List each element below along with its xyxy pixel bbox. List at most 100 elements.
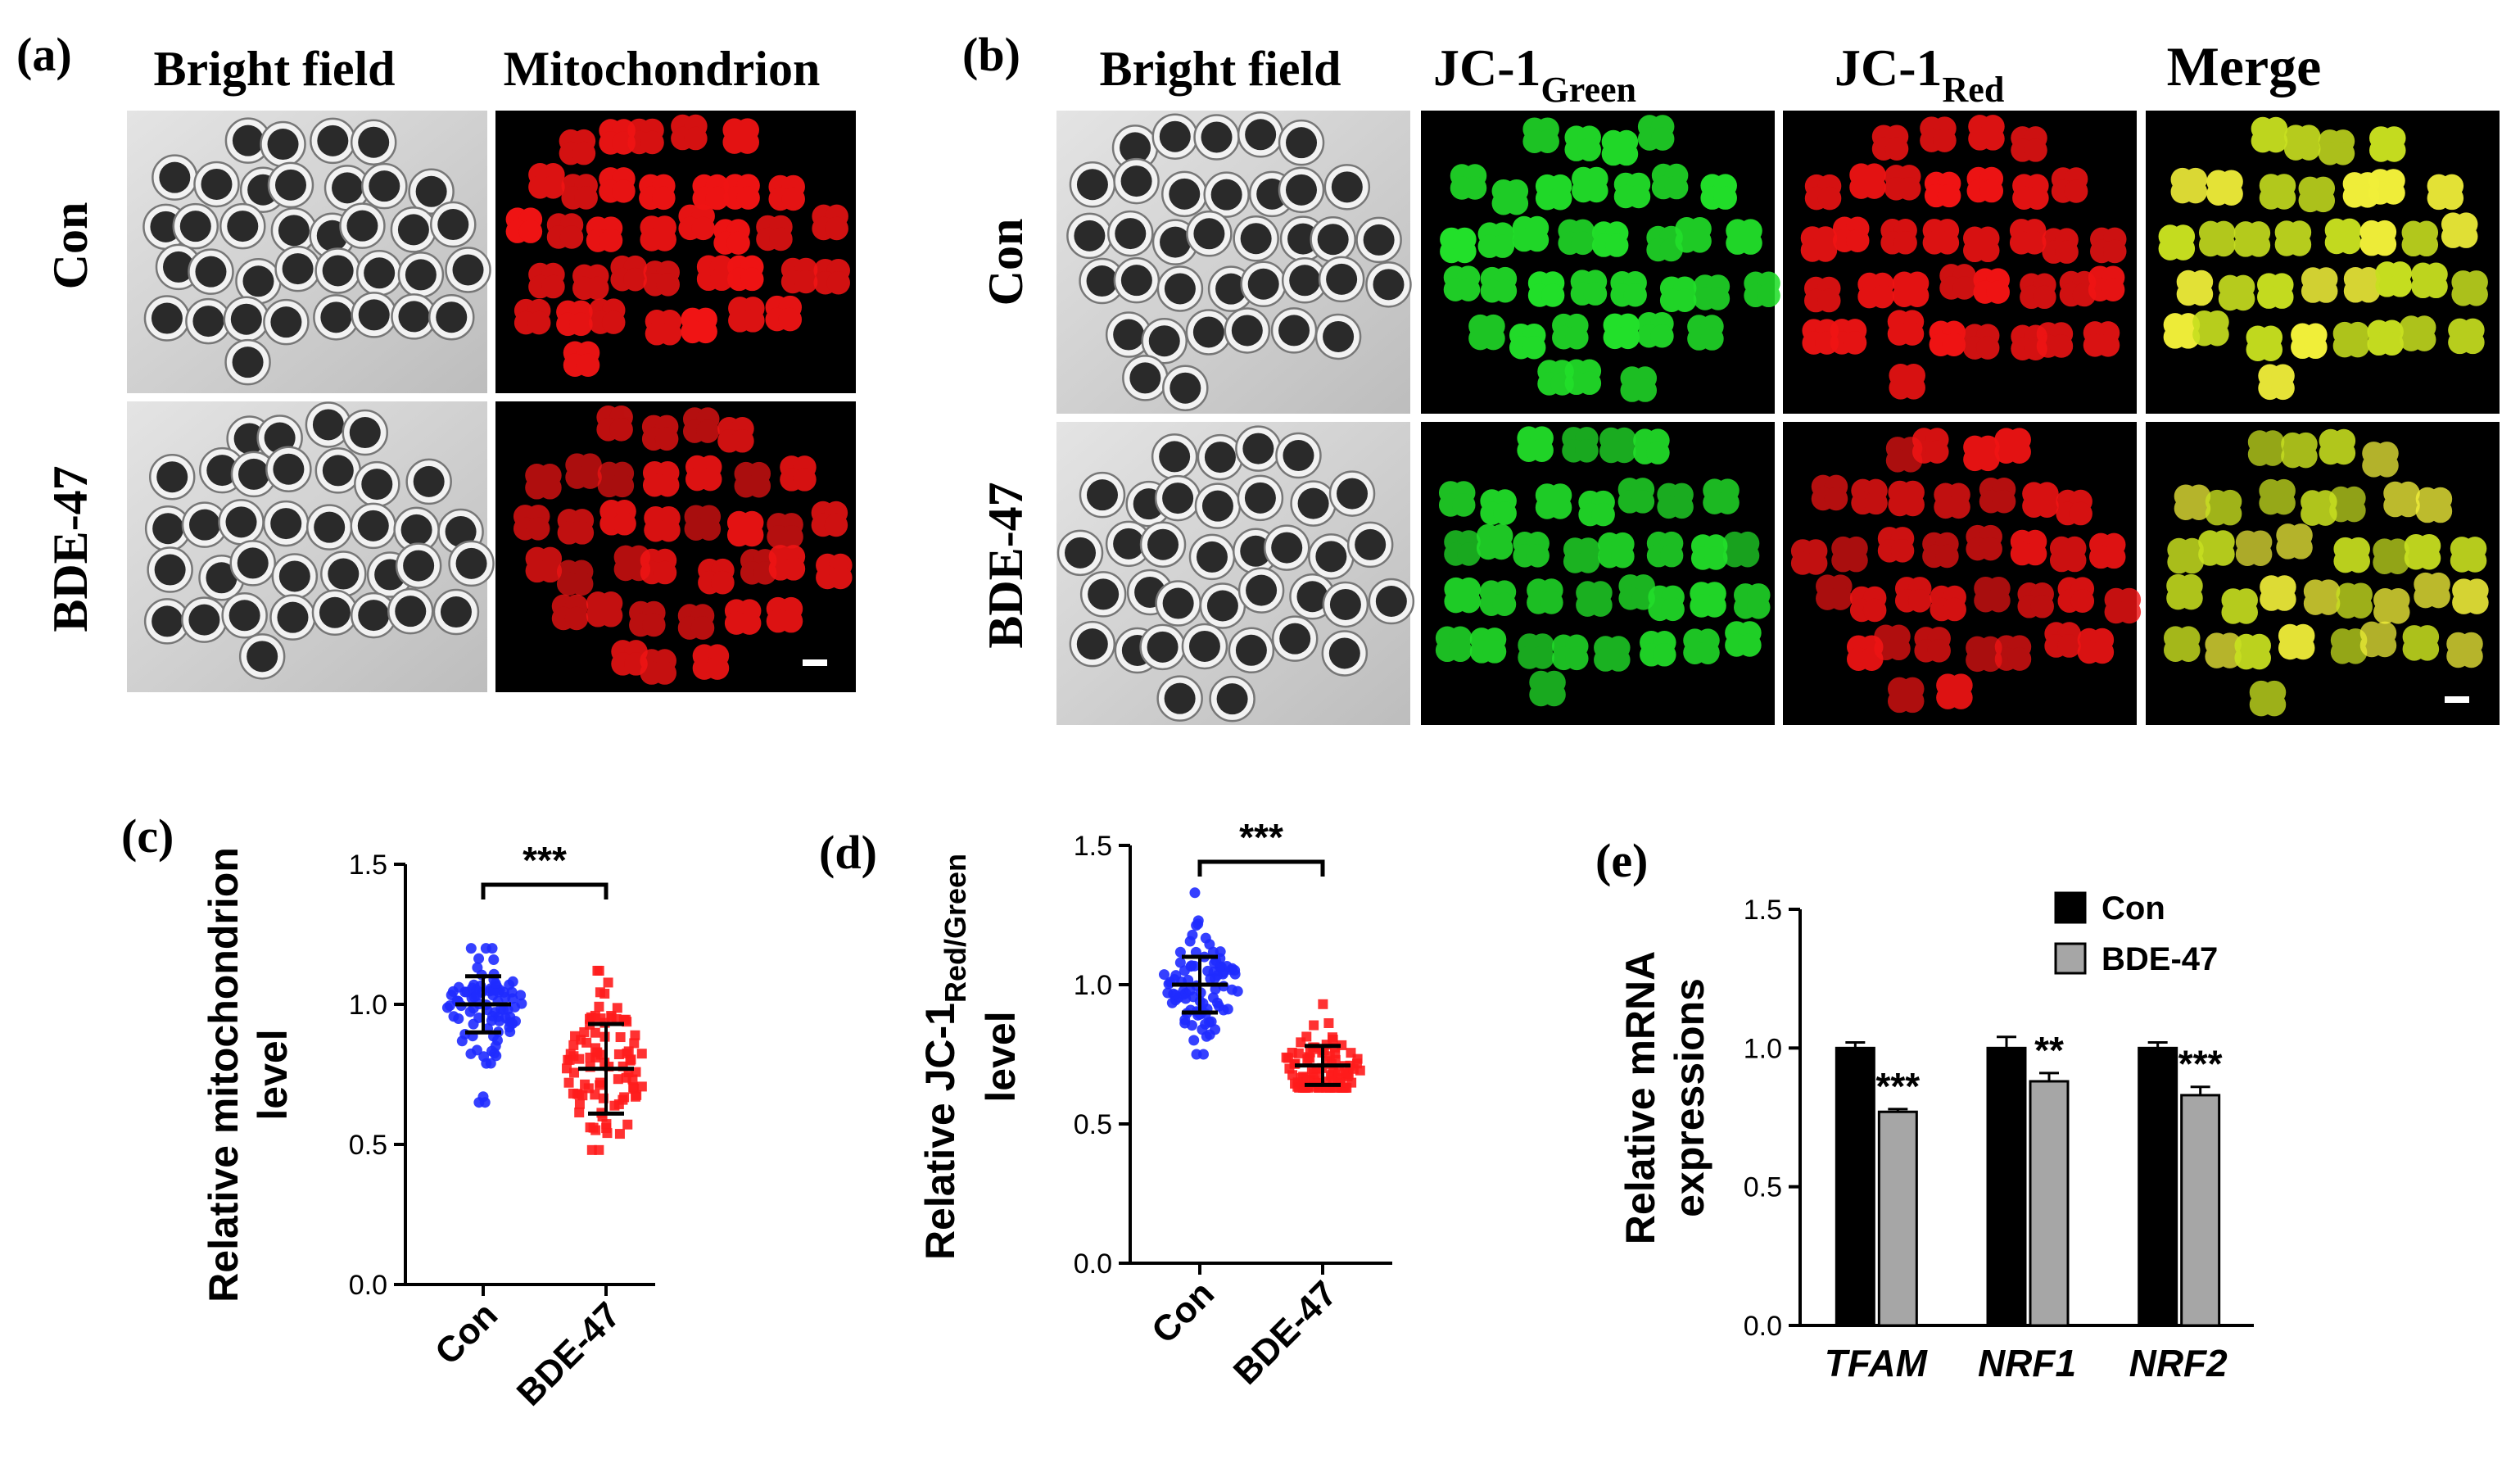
fluorescent-embryo bbox=[2359, 220, 2397, 256]
significance-bracket bbox=[481, 882, 609, 899]
fluorescent-embryo bbox=[2020, 273, 2056, 310]
fluorescent-embryo bbox=[2247, 430, 2285, 466]
fluorescent-embryo bbox=[765, 295, 803, 332]
fluorescent-embryo bbox=[2368, 169, 2405, 205]
embryo-core bbox=[1065, 537, 1097, 569]
panel-d: (d) 0.0 0.5 1.0 1.5 Con BDE-47 *** Relative JC-… bbox=[819, 816, 1392, 1393]
panel-a-col-mito: Mitochondrion bbox=[504, 42, 821, 96]
fluorescent-embryo bbox=[1885, 437, 1923, 473]
fluorescent-embryo bbox=[640, 215, 676, 251]
embryo-core bbox=[400, 514, 432, 546]
embryo-core bbox=[228, 600, 260, 632]
panel-d-tag: (d) bbox=[819, 826, 877, 879]
data-point bbox=[629, 1038, 640, 1049]
fluorescent-embryo bbox=[640, 649, 676, 685]
fluorescent-embryo bbox=[2259, 478, 2296, 515]
fluorescent-embryo bbox=[525, 546, 563, 583]
panel-b-bde-merge bbox=[2146, 422, 2500, 725]
fluorescent-embryo bbox=[2303, 579, 2341, 615]
data-point bbox=[590, 1027, 600, 1038]
data-point bbox=[1197, 1049, 1209, 1060]
fluorescent-embryo bbox=[780, 257, 818, 294]
y-tick-label: 0.5 bbox=[1074, 1109, 1112, 1140]
fluorescent-embryo bbox=[1974, 576, 2011, 613]
fluorescent-embryo bbox=[2206, 170, 2243, 206]
fluorescent-embryo bbox=[2051, 167, 2088, 203]
embryo-core bbox=[1147, 631, 1179, 663]
fluorescent-embryo bbox=[2088, 532, 2126, 569]
data-point bbox=[490, 977, 501, 989]
y-axis-label: Relative mRNAexpressions bbox=[1617, 951, 1712, 1244]
data-point bbox=[622, 1048, 632, 1058]
significance-label: *** bbox=[1239, 816, 1283, 859]
fluorescent-embryo bbox=[572, 264, 609, 301]
embryo-core bbox=[154, 554, 186, 586]
fluorescent-embryo bbox=[1646, 531, 1684, 568]
fluorescent-embryo bbox=[1871, 125, 1909, 161]
embryo-core bbox=[361, 469, 393, 501]
fluorescent-embryo bbox=[596, 406, 633, 442]
fluorescent-embryo bbox=[1887, 677, 1925, 714]
fluorescent-embryo bbox=[2441, 212, 2478, 248]
fluorescent-embryo bbox=[1491, 179, 1529, 215]
embryo-core bbox=[319, 596, 351, 628]
fluorescent-embryo bbox=[1444, 530, 1481, 566]
fluorescent-embryo bbox=[811, 501, 848, 537]
fluorescent-embryo bbox=[563, 341, 600, 378]
fluorescent-embryo bbox=[588, 298, 626, 334]
fluorescent-embryo bbox=[682, 407, 720, 443]
data-point bbox=[465, 1048, 477, 1059]
embryo-core bbox=[364, 257, 396, 289]
fluorescent-embryo bbox=[561, 174, 598, 210]
fluorescent-embryo bbox=[2083, 321, 2120, 357]
embryo-core bbox=[1317, 224, 1349, 256]
fluorescent-embryo bbox=[1513, 532, 1550, 568]
fluorescent-embryo bbox=[692, 174, 729, 211]
fluorescent-embryo bbox=[678, 204, 715, 241]
fluorescent-embryo bbox=[610, 255, 647, 292]
embryo-core bbox=[1285, 174, 1317, 206]
embryo-core bbox=[1076, 169, 1108, 201]
fluorescent-embryo bbox=[559, 129, 596, 165]
fluorescent-embryo bbox=[1892, 271, 1930, 308]
fluorescent-embryo bbox=[2452, 578, 2489, 614]
fluorescent-embryo bbox=[2056, 489, 2092, 526]
fluorescent-embryo bbox=[1939, 264, 1976, 300]
fluorescent-embryo bbox=[2283, 125, 2321, 161]
data-point bbox=[1229, 964, 1241, 976]
fluorescent-embryo bbox=[1468, 314, 1505, 351]
embryo-core bbox=[188, 509, 220, 541]
panel-a-con-mito-bg bbox=[495, 111, 856, 393]
fluorescent-embryo bbox=[2404, 533, 2441, 570]
fluorescent-embryo bbox=[2174, 484, 2211, 520]
data-point bbox=[618, 1094, 628, 1105]
data-point bbox=[603, 977, 613, 988]
data-point bbox=[1323, 1017, 1334, 1028]
fluorescent-embryo bbox=[1922, 532, 1959, 569]
fluorescent-embryo bbox=[2373, 538, 2409, 574]
fluorescent-embryo bbox=[2198, 530, 2235, 566]
panel-a-row-con: Con bbox=[43, 202, 97, 290]
embryo-core bbox=[1120, 265, 1152, 297]
data-point bbox=[574, 1053, 585, 1064]
data-point bbox=[615, 1032, 626, 1043]
embryo-core bbox=[398, 301, 430, 333]
fluorescent-embryo bbox=[1591, 221, 1629, 257]
panel-e: (e) 0.0 0.5 1.0 1.5 Relative mRNAexpressions… bbox=[1595, 834, 2254, 1384]
fluorescent-embryo bbox=[627, 118, 664, 155]
scale-bar-a bbox=[803, 659, 827, 666]
fluorescent-embryo bbox=[2367, 319, 2404, 356]
embryo-core bbox=[1247, 268, 1279, 300]
panel-a-con-mito bbox=[495, 111, 856, 393]
fluorescent-embryo bbox=[1832, 216, 1870, 253]
data-point bbox=[1318, 999, 1328, 1009]
embryo-core bbox=[270, 508, 302, 540]
fluorescent-embryo bbox=[1889, 364, 1925, 400]
y-tick-label: 0.0 bbox=[1744, 1311, 1782, 1342]
fluorescent-embryo bbox=[727, 255, 764, 292]
fluorescent-embryo bbox=[2259, 174, 2296, 210]
data-point bbox=[570, 1031, 581, 1041]
data-point bbox=[464, 1006, 476, 1017]
data-point bbox=[613, 1074, 623, 1085]
embryo-core bbox=[227, 211, 259, 242]
